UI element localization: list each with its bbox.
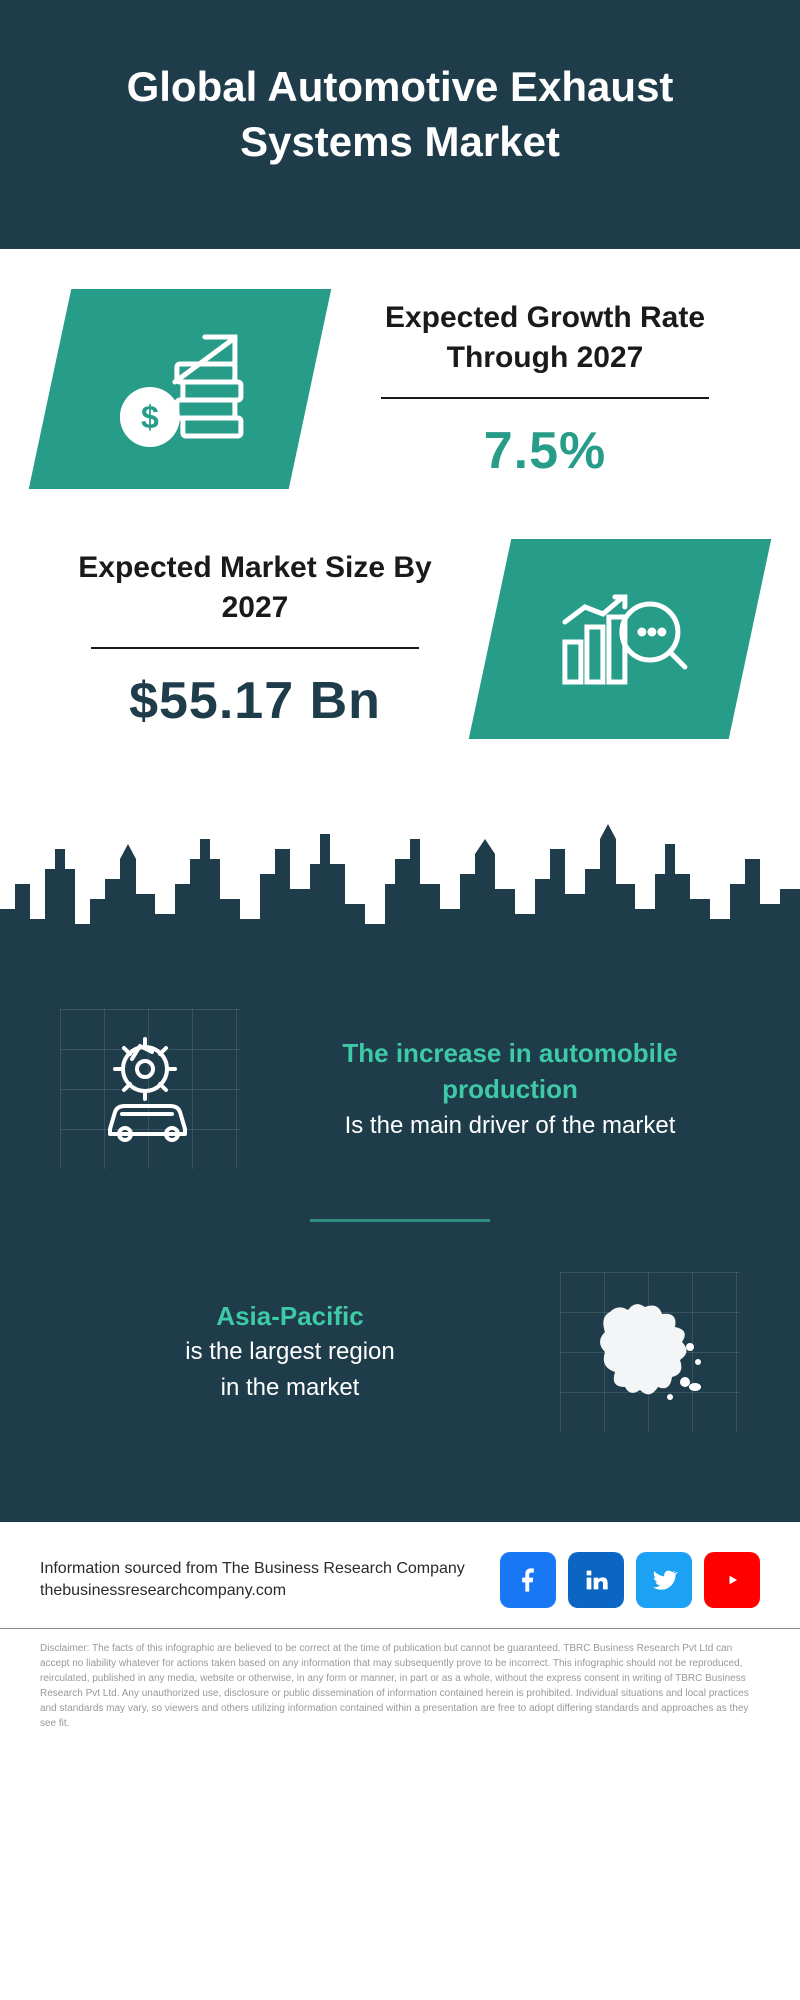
market-value: $55.17 Bn	[50, 671, 460, 731]
money-growth-icon: $	[105, 322, 255, 457]
driver-text: The increase in automobile production Is…	[280, 1035, 740, 1144]
region-row: Asia-Pacific is the largest region in th…	[60, 1272, 740, 1432]
divider-line	[381, 397, 709, 399]
growth-value: 7.5%	[340, 421, 750, 481]
header: Global Automotive Exhaust Systems Market	[0, 0, 800, 249]
skyline-silhouette	[0, 789, 800, 969]
insights-section: The increase in automobile production Is…	[0, 969, 800, 1522]
driver-highlight: The increase in automobile production	[280, 1035, 740, 1108]
disclaimer-text: Disclaimer: The facts of this infographi…	[0, 1628, 800, 1771]
region-plain-2: in the market	[60, 1370, 520, 1406]
growth-icon-box: $	[29, 289, 332, 489]
market-icon-box	[469, 539, 772, 739]
market-text: Expected Market Size By 2027 $55.17 Bn	[50, 548, 460, 731]
source-text: Information sourced from The Business Re…	[40, 1558, 465, 1603]
driver-row: The increase in automobile production Is…	[60, 1009, 740, 1169]
divider-line	[91, 647, 419, 649]
asia-pacific-map-icon	[560, 1272, 740, 1432]
source-line-1: Information sourced from The Business Re…	[40, 1558, 465, 1580]
source-line-2: thebusinessresearchcompany.com	[40, 1580, 465, 1602]
page-title: Global Automotive Exhaust Systems Market	[40, 60, 760, 169]
automobile-icon	[60, 1009, 240, 1169]
stat-row-growth: $ Expected Growth Rate Through 2027 7.5%	[50, 289, 750, 489]
section-divider	[310, 1219, 490, 1222]
twitter-icon[interactable]	[636, 1552, 692, 1608]
youtube-icon[interactable]	[704, 1552, 760, 1608]
chart-analysis-icon	[545, 572, 695, 707]
footer: Information sourced from The Business Re…	[0, 1522, 800, 1628]
social-icons	[500, 1552, 760, 1608]
region-highlight: Asia-Pacific	[60, 1298, 520, 1334]
driver-plain: Is the main driver of the market	[280, 1108, 740, 1144]
growth-text: Expected Growth Rate Through 2027 7.5%	[340, 298, 750, 481]
stat-row-market-size: Expected Market Size By 2027 $55.17 Bn	[50, 539, 750, 739]
region-plain-1: is the largest region	[60, 1334, 520, 1370]
region-text: Asia-Pacific is the largest region in th…	[60, 1298, 520, 1406]
linkedin-icon[interactable]	[568, 1552, 624, 1608]
svg-text:$: $	[141, 399, 159, 435]
growth-label: Expected Growth Rate Through 2027	[340, 298, 750, 379]
market-label: Expected Market Size By 2027	[50, 548, 460, 629]
facebook-icon[interactable]	[500, 1552, 556, 1608]
stats-section: $ Expected Growth Rate Through 2027 7.5%	[0, 249, 800, 739]
